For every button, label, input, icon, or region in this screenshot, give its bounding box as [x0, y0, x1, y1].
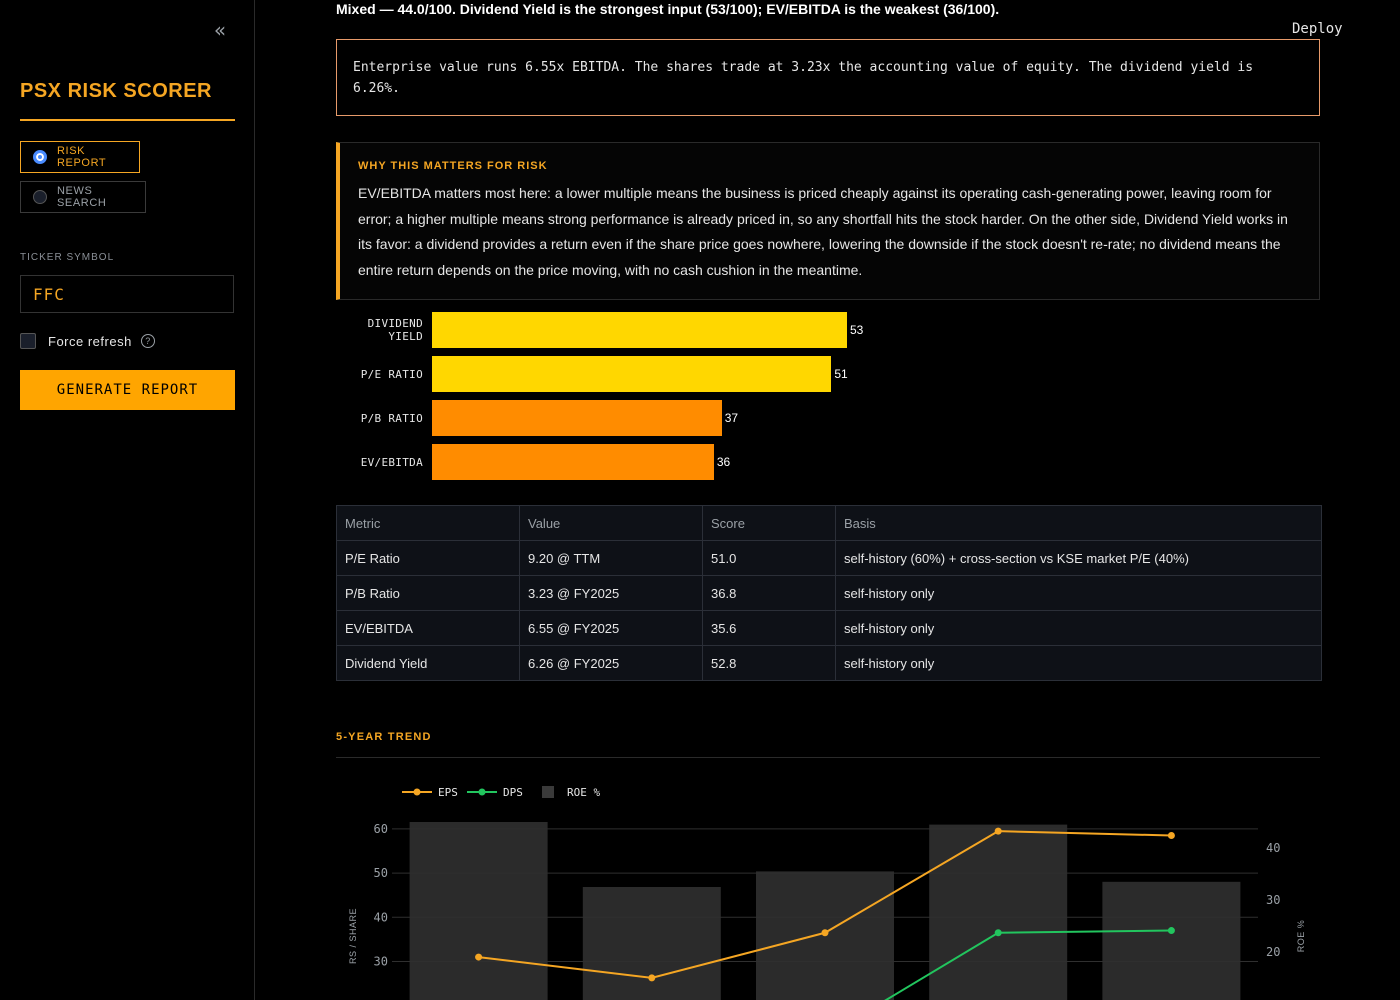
ticker-label: TICKER SYMBOL [20, 252, 115, 263]
summary-text: Enterprise value runs 6.55x EBITDA. The … [353, 60, 1254, 96]
nav-risk-report[interactable]: RISK REPORT [20, 141, 140, 173]
legend-label: EPS [438, 786, 458, 799]
column-header[interactable]: Score [702, 505, 836, 541]
left-tick-label: 50 [374, 866, 388, 880]
score-bar-row: P/B RATIO 37 [336, 400, 738, 436]
score-bar-row: P/E RATIO 51 [336, 356, 848, 392]
score-bar-label: DIVIDEND YIELD [367, 317, 423, 343]
trend-chart: 30 40 50 60 20 30 40 RS / SHARE ROE % EPS DPS ROE … [348, 786, 1306, 1000]
force-refresh-label: Force refresh [48, 333, 132, 349]
nav-news-search[interactable]: NEWS SEARCH [20, 181, 146, 213]
right-tick-label: 20 [1266, 945, 1280, 959]
table-cell: 6.55 @ FY2025 [519, 610, 703, 646]
table-row: Dividend Yield 6.26 @ FY2025 52.8 self-h… [336, 645, 1322, 681]
table-cell: 3.23 @ FY2025 [519, 575, 703, 611]
legend-swatch [542, 786, 554, 798]
score-bar-label: P/B RATIO [360, 411, 423, 425]
eps-point [1167, 832, 1175, 840]
table-cell: EV/EBITDA [336, 610, 520, 646]
sidebar: « PSX RISK SCORER RISK REPORT NEWS SEARC… [0, 0, 255, 1000]
nav-risk-report-label: RISK REPORT [57, 145, 107, 169]
trend-divider [336, 757, 1320, 758]
why-title: WHY THIS MATTERS FOR RISK [358, 160, 548, 172]
table-header-row: Metric Value Score Basis [336, 505, 1322, 541]
roe-bar [409, 822, 548, 1000]
left-axis-title: RS / SHARE [348, 908, 358, 964]
eps-point [994, 827, 1002, 835]
score-bar-label: EV/EBITDA [360, 455, 423, 469]
why-body: EV/EBITDA matters most here: a lower mul… [358, 185, 1288, 278]
table-row: P/B Ratio 3.23 @ FY2025 36.8 self-histor… [336, 575, 1322, 611]
deploy-button[interactable]: Deploy [1292, 21, 1343, 37]
score-bar-row: EV/EBITDA 36 [336, 444, 730, 480]
eps-point [821, 929, 829, 937]
table-cell: P/B Ratio [336, 575, 520, 611]
table-cell: 6.26 @ FY2025 [519, 645, 703, 681]
summary-box: Enterprise value runs 6.55x EBITDA. The … [336, 39, 1320, 116]
score-bar [432, 356, 832, 392]
table-cell: self-history (60%) + cross-section vs KS… [835, 540, 1322, 576]
score-bar [432, 312, 847, 348]
force-refresh-row: Force refresh ? [20, 333, 155, 349]
eps-point [648, 974, 656, 982]
table-cell: 51.0 [702, 540, 836, 576]
dps-line [884, 929, 1172, 1000]
table-row: EV/EBITDA 6.55 @ FY2025 35.6 self-histor… [336, 610, 1322, 646]
right-tick-label: 40 [1266, 841, 1280, 855]
generate-report-button[interactable]: GENERATE REPORT [20, 370, 235, 410]
score-bar-value: 53 [849, 323, 864, 337]
score-bar-value: 36 [716, 455, 731, 469]
verdict-headline: Mixed — 44.0/100. Dividend Yield is the … [336, 1, 1000, 17]
dps-point [1167, 927, 1175, 935]
table-cell: 52.8 [702, 645, 836, 681]
table-cell: 9.20 @ TTM [519, 540, 703, 576]
column-header[interactable]: Metric [336, 505, 520, 541]
eps-point [475, 953, 483, 961]
table-row: P/E Ratio 9.20 @ TTM 51.0 self-history (… [336, 540, 1322, 576]
roe-bar [582, 887, 721, 1000]
column-header[interactable]: Basis [835, 505, 1322, 541]
table-cell: P/E Ratio [336, 540, 520, 576]
trend-title: 5-YEAR TREND [336, 731, 432, 743]
left-tick-label: 60 [374, 822, 388, 836]
legend-label: ROE % [567, 786, 600, 799]
score-bar-label: P/E RATIO [360, 367, 423, 381]
radio-selected-icon [33, 150, 47, 164]
roe-bar [929, 824, 1068, 1000]
force-refresh-checkbox[interactable] [20, 333, 36, 349]
left-tick-label: 40 [374, 910, 388, 924]
right-tick-label: 30 [1266, 893, 1280, 907]
score-bar-row: DIVIDEND YIELD 53 [336, 312, 863, 348]
app-title: PSX RISK SCORER [20, 80, 212, 102]
table-cell: self-history only [835, 610, 1322, 646]
legend-marker [478, 788, 486, 796]
score-bar-value: 51 [834, 367, 848, 381]
table-cell: 36.8 [702, 575, 836, 611]
why-callout: WHY THIS MATTERS FOR RISK EV/EBITDA matt… [336, 142, 1320, 300]
dps-point [994, 929, 1002, 937]
nav-news-search-label: NEWS SEARCH [57, 185, 107, 209]
legend-marker [413, 788, 421, 796]
table-cell: self-history only [835, 645, 1322, 681]
legend-label: DPS [503, 786, 523, 799]
score-bar [432, 444, 714, 480]
table-cell: self-history only [835, 575, 1322, 611]
ticker-input[interactable] [20, 275, 234, 313]
left-tick-label: 30 [374, 955, 388, 969]
score-bar-value: 37 [724, 411, 739, 425]
column-header[interactable]: Value [519, 505, 703, 541]
title-divider [20, 119, 235, 121]
metrics-table: Metric Value Score Basis P/E Ratio 9.20 … [336, 505, 1322, 681]
chevrons-left-icon[interactable]: « [213, 18, 227, 42]
right-axis-title: ROE % [1296, 920, 1306, 953]
radio-unselected-icon [33, 190, 47, 204]
help-icon[interactable]: ? [140, 334, 155, 348]
table-cell: Dividend Yield [336, 645, 520, 681]
roe-bar [1102, 881, 1241, 1000]
score-bar [432, 400, 722, 436]
table-cell: 35.6 [702, 610, 836, 646]
